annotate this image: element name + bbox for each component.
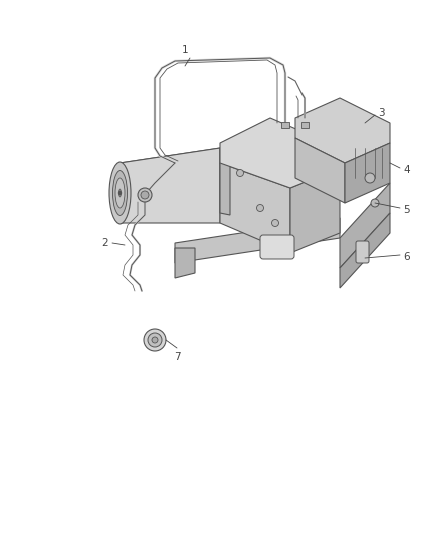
Circle shape [141, 191, 149, 199]
Polygon shape [175, 248, 195, 278]
Polygon shape [340, 183, 390, 268]
Circle shape [272, 220, 279, 227]
Ellipse shape [119, 189, 121, 197]
FancyBboxPatch shape [356, 241, 369, 263]
Circle shape [257, 205, 264, 212]
Text: 4: 4 [403, 165, 410, 175]
Text: 2: 2 [101, 238, 108, 248]
Text: 3: 3 [378, 108, 385, 118]
Circle shape [119, 191, 121, 195]
Ellipse shape [109, 162, 131, 224]
Circle shape [371, 199, 379, 207]
Polygon shape [220, 118, 340, 188]
Polygon shape [220, 163, 290, 253]
Ellipse shape [115, 178, 125, 208]
Circle shape [365, 173, 375, 183]
Polygon shape [295, 138, 345, 203]
Polygon shape [175, 218, 340, 263]
Text: 1: 1 [182, 45, 188, 55]
FancyBboxPatch shape [281, 122, 289, 128]
Text: 7: 7 [174, 352, 180, 362]
FancyBboxPatch shape [301, 122, 309, 128]
Circle shape [138, 188, 152, 202]
Polygon shape [345, 143, 390, 203]
Polygon shape [340, 213, 390, 288]
Circle shape [148, 333, 162, 347]
Circle shape [144, 329, 166, 351]
Text: 5: 5 [403, 205, 410, 215]
Circle shape [152, 337, 158, 343]
Circle shape [237, 169, 244, 176]
Ellipse shape [113, 171, 127, 215]
Polygon shape [295, 98, 390, 163]
Text: 6: 6 [403, 252, 410, 262]
Polygon shape [290, 168, 340, 253]
FancyBboxPatch shape [260, 235, 294, 259]
Polygon shape [220, 148, 230, 215]
Polygon shape [120, 148, 220, 223]
